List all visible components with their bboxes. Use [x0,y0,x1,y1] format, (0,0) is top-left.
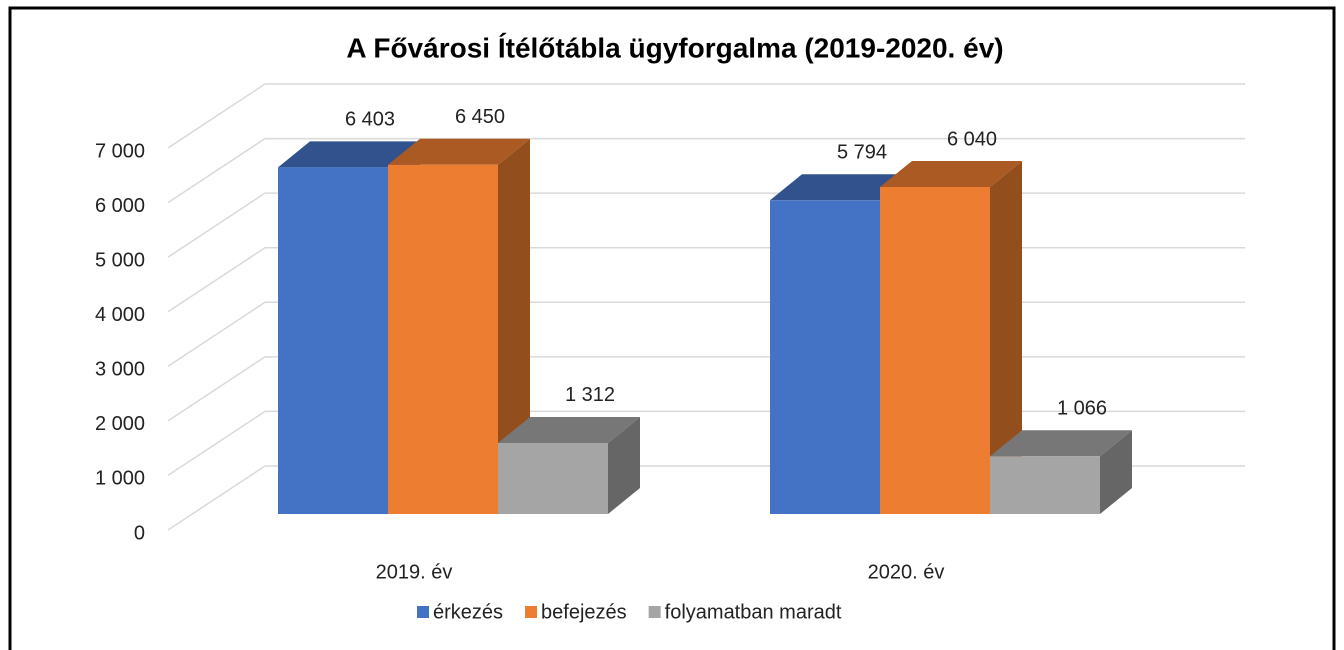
bar-side [608,416,640,514]
y-tick-label: 2 000 [95,413,145,435]
bar-side [498,138,530,514]
bar-side [990,160,1022,514]
legend-swatch [417,606,429,618]
y-tick-label: 3 000 [95,359,145,381]
data-label: 1 066 [1057,398,1107,420]
legend-label: érkezés [433,601,503,623]
bar-top [278,141,420,168]
data-label: 6 403 [345,109,395,131]
x-tick-label: 2019. év [376,561,453,583]
chart-frame [8,6,1336,650]
bar [880,186,990,514]
y-tick-label: 6 000 [95,195,145,217]
chart-title: A Fővárosi Ítélőtábla ügyforgalma (2019-… [346,32,1003,63]
bar-top [498,416,640,443]
y-tick-label: 0 [134,522,145,544]
y-tick-label: 1 000 [95,468,145,490]
legend-label: befejezés [541,601,627,623]
bar [498,442,608,514]
bar [990,456,1100,514]
legend-label: folyamatban maradt [665,601,842,623]
bar-top [388,138,530,165]
data-label: 6 450 [455,106,505,128]
x-tick-label: 2020. év [868,561,945,583]
bar-top [770,174,912,201]
bar [278,167,388,514]
bar-top [990,430,1132,457]
y-tick-label: 5 000 [95,249,145,271]
bar [388,164,498,514]
bar [770,200,880,515]
data-label: 5 794 [837,142,887,164]
bar-side [1100,430,1132,514]
data-label: 1 312 [565,384,615,406]
y-tick-label: 4 000 [95,304,145,326]
data-label: 6 040 [947,128,997,150]
grid-line [167,83,1245,149]
legend-swatch [648,606,661,618]
bar-top [880,160,1022,187]
grid-line [167,137,1245,204]
legend-swatch [525,606,538,618]
y-tick-label: 7 000 [95,140,145,162]
